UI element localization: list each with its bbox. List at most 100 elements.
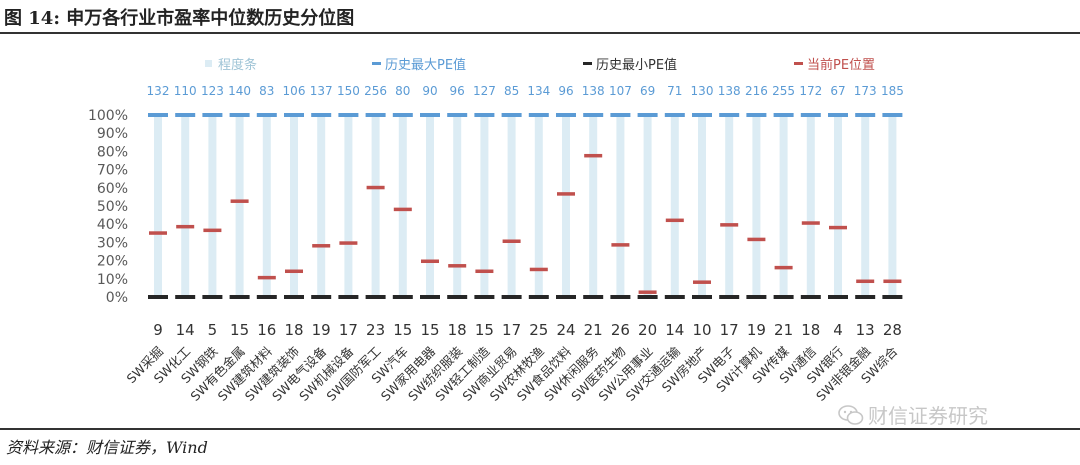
y-tick-label: 40% xyxy=(97,217,128,233)
min-value-label: 25 xyxy=(529,321,548,339)
y-tick-label: 30% xyxy=(97,235,128,251)
max-marker xyxy=(528,113,549,117)
min-marker xyxy=(392,295,413,299)
max-value-label: 80 xyxy=(395,84,410,98)
min-value-label: 4 xyxy=(833,321,843,339)
min-marker xyxy=(311,295,332,299)
current-marker xyxy=(665,218,684,223)
min-value-label: 14 xyxy=(176,321,195,339)
min-marker xyxy=(773,295,794,299)
min-marker xyxy=(637,295,658,299)
current-marker xyxy=(203,228,222,233)
min-marker xyxy=(256,295,277,299)
max-marker xyxy=(855,113,876,117)
current-marker xyxy=(312,244,331,248)
max-marker xyxy=(175,113,196,117)
max-marker xyxy=(583,113,604,117)
max-value-label: 106 xyxy=(283,84,306,98)
min-marker xyxy=(474,295,495,299)
min-value-label: 17 xyxy=(339,321,358,339)
min-marker xyxy=(501,295,522,299)
min-marker xyxy=(719,295,740,299)
max-marker xyxy=(882,113,903,117)
current-marker xyxy=(557,192,575,196)
min-value-label: 14 xyxy=(665,321,684,339)
min-marker xyxy=(855,295,876,299)
range-bar xyxy=(888,115,897,297)
max-marker xyxy=(365,113,386,117)
max-marker xyxy=(229,113,250,117)
range-bar xyxy=(290,115,298,297)
min-marker xyxy=(664,295,685,299)
y-tick-label: 50% xyxy=(97,199,128,215)
current-marker xyxy=(230,199,249,203)
current-marker xyxy=(747,237,766,242)
range-bar xyxy=(698,115,706,297)
range-bar xyxy=(371,115,380,297)
max-marker xyxy=(284,113,304,117)
min-value-label: 21 xyxy=(774,321,793,339)
max-value-label: 150 xyxy=(337,84,360,98)
legend-marker-3 xyxy=(794,62,803,65)
min-marker xyxy=(229,295,250,299)
max-value-label: 173 xyxy=(854,84,877,98)
current-marker xyxy=(339,241,358,245)
max-value-label: 216 xyxy=(745,84,768,98)
legend-label: 程度条 xyxy=(218,57,257,73)
range-bar xyxy=(643,115,652,297)
min-value-label: 9 xyxy=(153,321,163,339)
range-bar xyxy=(779,115,788,297)
min-value-label: 19 xyxy=(747,321,766,339)
range-bar xyxy=(235,115,244,297)
current-marker xyxy=(829,225,847,230)
min-value-label: 18 xyxy=(284,321,303,339)
legend-label: 历史最小PE值 xyxy=(596,57,677,73)
range-bar xyxy=(208,115,217,297)
min-pe-labels: 9 14 5 15 16 18 19 17 23 15 15 18 15 17 25 24 21 26 20 14 10… xyxy=(153,321,902,339)
current-marker xyxy=(801,221,820,225)
y-tick-label: 80% xyxy=(97,144,128,160)
current-marker xyxy=(856,279,875,284)
range-bar xyxy=(181,115,190,297)
current-marker xyxy=(421,259,439,264)
current-marker xyxy=(693,280,711,284)
current-marker xyxy=(720,223,739,227)
y-tick-label: 10% xyxy=(97,272,128,288)
min-marker xyxy=(746,295,767,299)
min-marker xyxy=(175,295,196,299)
legend-label: 当前PE位置 xyxy=(807,57,875,73)
range-bar xyxy=(317,115,326,297)
min-value-label: 5 xyxy=(208,321,218,339)
min-marker xyxy=(610,295,631,299)
chart-title: 图 14: 申万各行业市盈率中位数历史分位图 xyxy=(4,8,355,29)
max-marker xyxy=(610,113,631,117)
watermark-text: 财信证券研究 xyxy=(868,404,988,428)
max-marker xyxy=(719,113,740,117)
wechat-icon xyxy=(838,404,864,425)
max-marker xyxy=(828,113,848,117)
current-marker xyxy=(149,231,167,235)
max-value-label: 127 xyxy=(473,84,496,98)
max-value-label: 67 xyxy=(830,84,845,98)
max-marker xyxy=(501,113,522,117)
legend-label: 历史最大PE值 xyxy=(385,57,466,73)
min-marker xyxy=(882,295,903,299)
range-bar xyxy=(806,115,815,297)
range-bar xyxy=(562,115,570,297)
range-bar xyxy=(616,115,625,297)
min-value-label: 17 xyxy=(720,321,739,339)
min-marker xyxy=(556,295,576,299)
min-value-label: 15 xyxy=(420,321,439,339)
max-marker xyxy=(637,113,658,117)
min-value-label: 15 xyxy=(393,321,412,339)
max-value-label: 130 xyxy=(691,84,714,98)
max-value-label: 134 xyxy=(527,84,550,98)
min-value-label: 24 xyxy=(556,321,575,339)
range-bar xyxy=(725,115,734,297)
y-tick-label: 90% xyxy=(97,126,128,142)
max-value-label: 137 xyxy=(310,84,333,98)
range-bar xyxy=(534,115,543,297)
min-marker xyxy=(800,295,821,299)
min-marker xyxy=(828,295,848,299)
current-marker xyxy=(638,290,657,294)
